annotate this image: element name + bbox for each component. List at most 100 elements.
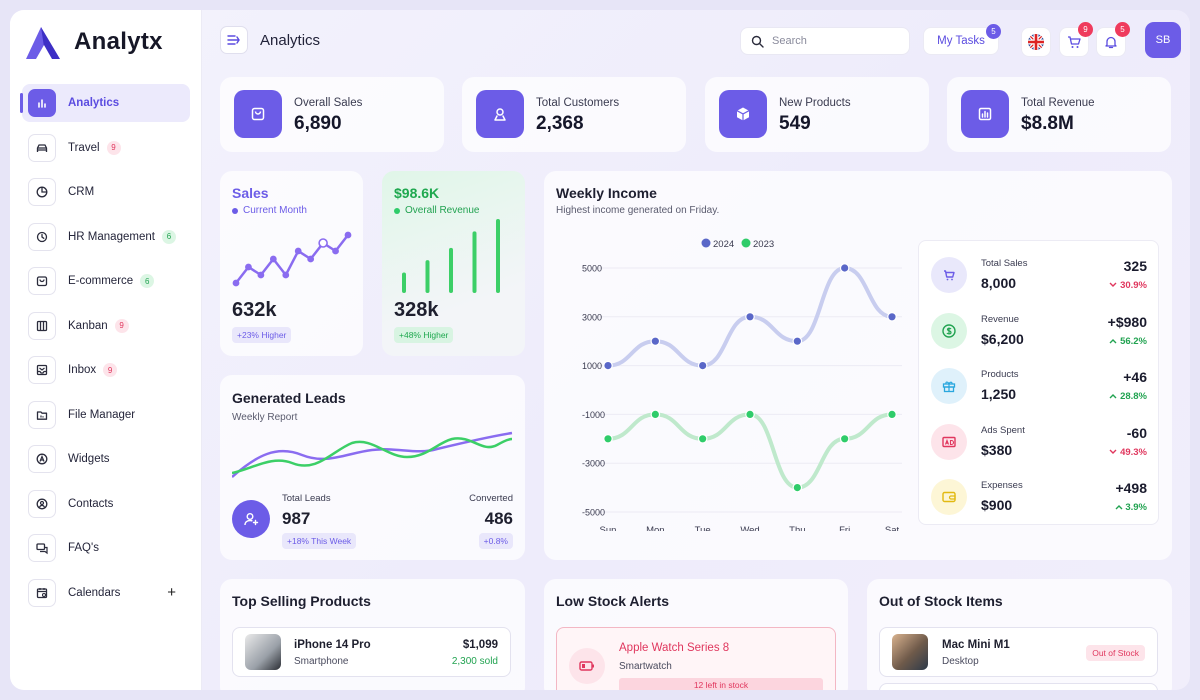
revenue-subtitle-text: Overall Revenue <box>405 205 480 216</box>
total-leads-pill: +18% This Week <box>282 533 357 549</box>
metric-percent-value: 28.8% <box>1120 391 1147 402</box>
metric-percent: 30.9% <box>1109 280 1147 291</box>
wallet-icon <box>931 479 967 515</box>
sidebar-item-label: File Manager <box>68 408 136 421</box>
metric-value: $900 <box>981 497 1013 513</box>
sales-subtitle: Current Month <box>232 205 307 216</box>
product-name: iPhone 14 Pro <box>294 639 371 651</box>
user-icon <box>476 90 524 138</box>
metric-percent-value: 3.9% <box>1125 502 1147 513</box>
revenue-title: $98.6K <box>394 185 440 201</box>
data-point-2023 <box>745 409 755 420</box>
sidebar-item-calendars[interactable]: Calendars + <box>22 574 190 612</box>
dot-icon <box>394 207 400 214</box>
sidebar-item-badge: 6 <box>140 274 155 288</box>
search-input[interactable] <box>772 35 892 47</box>
header: Analytics My Tasks 5 <box>220 22 1181 60</box>
sales-spark-line <box>235 234 349 284</box>
arrow-up-icon <box>1115 505 1123 510</box>
list-item[interactable]: Apple Watch Series 8 Smartwatch 12 left … <box>556 627 836 690</box>
stat-label: Total Revenue <box>1021 97 1095 109</box>
product-category: Smartphone <box>294 656 349 667</box>
data-point-2023 <box>603 434 613 444</box>
data-point-2023 <box>697 434 708 444</box>
car-icon <box>28 133 56 162</box>
sidebar-item-label: Widgets <box>68 453 110 465</box>
sidebar-item-crm[interactable]: CRM <box>22 173 190 211</box>
inbox-icon <box>28 356 56 384</box>
sidebar-item-e-commerce[interactable]: E-commerce 6 <box>22 262 190 300</box>
x-tick-label: Tue <box>695 525 711 531</box>
sidebar-item-faq-s[interactable]: FAQ's <box>22 529 190 567</box>
metric-label: Expenses <box>981 480 1023 491</box>
menu-toggle-button[interactable] <box>220 26 248 54</box>
data-point-2024 <box>603 360 613 371</box>
sales-spark-point <box>269 255 277 263</box>
y-tick-label: 1000 <box>582 361 602 371</box>
search-box[interactable] <box>740 27 910 55</box>
sidebar-item-label: HR Management <box>68 230 155 243</box>
sidebar-item-label: Contacts <box>68 497 114 510</box>
leads-title: Generated Leads <box>232 390 346 406</box>
sidebar-item-inbox[interactable]: Inbox 9 <box>22 351 190 389</box>
sidebar-item-widgets[interactable]: Widgets <box>22 440 190 478</box>
metric-label: Products <box>981 369 1019 380</box>
page-title: Analytics <box>260 32 321 49</box>
revenue-pill: +48% Higher <box>394 327 454 343</box>
language-button[interactable] <box>1021 27 1051 57</box>
series-line-2023 <box>606 412 894 490</box>
legend-label: 2024 <box>713 239 734 250</box>
add-calendar-button[interactable]: + <box>167 584 176 601</box>
revenue-bar-chart <box>402 219 500 293</box>
brand[interactable]: Analytx <box>22 22 163 62</box>
arrow-up-icon <box>1109 338 1117 343</box>
sidebar-item-analytics[interactable]: Analytics <box>20 84 190 122</box>
my-tasks-button[interactable]: My Tasks 5 <box>923 24 1001 55</box>
gift-icon <box>931 368 967 404</box>
stat-value: 6,890 <box>294 113 342 134</box>
sidebar-item-label: Kanban <box>68 319 108 332</box>
sidebar-item-badge: 9 <box>114 318 129 333</box>
x-tick-label: Mon <box>646 525 664 531</box>
metric-value: $6,200 <box>981 330 1024 347</box>
tasks-count-badge: 5 <box>986 24 1001 39</box>
sales-card: Sales Current Month 632k +23% Higher <box>220 171 363 356</box>
stat-card-new-products: New Products 549 <box>705 77 929 152</box>
sales-value: 632k <box>232 299 277 321</box>
sidebar-item-kanban[interactable]: Kanban 9 <box>22 307 190 345</box>
data-point-2024 <box>839 263 850 273</box>
metric-label: Revenue <box>981 313 1020 325</box>
sidebar-item-contacts[interactable]: Contacts <box>22 485 190 523</box>
sidebar-item-travel[interactable]: Travel 9 <box>22 129 190 167</box>
stat-card-overall-sales: Overall Sales 6,890 <box>220 77 444 152</box>
sales-spark-point <box>232 279 240 287</box>
metric-delta: 325 <box>1123 258 1147 274</box>
ad-icon <box>931 423 967 460</box>
sidebar-item-label: CRM <box>68 186 95 198</box>
list-item[interactable]: Mac Mini M1 Desktop Out of Stock <box>879 627 1158 677</box>
sidebar-item-hr-management[interactable]: HR Management 6 <box>22 218 190 256</box>
pie-icon <box>28 178 56 206</box>
stat-card-total-customers: Total Customers 2,368 <box>462 77 686 152</box>
product-sold: 2,300 sold <box>451 656 498 667</box>
stat-value: 549 <box>779 113 811 134</box>
sales-spark-point <box>282 271 290 279</box>
user-avatar[interactable]: SB <box>1145 22 1181 58</box>
generated-leads-card: Generated Leads Weekly Report Total Lead… <box>220 375 525 560</box>
leads-line-total <box>232 431 513 478</box>
weekly-income-chart: 2024 2023 5000 3000 1000 -1000 -3000 -5000 Sun Mo… <box>582 238 902 531</box>
cart-button[interactable]: 9 <box>1059 22 1093 57</box>
bell-icon <box>1105 36 1117 49</box>
list-item[interactable] <box>879 683 1158 690</box>
cart-count-badge: 9 <box>1078 22 1093 37</box>
arrow-up-icon <box>1109 394 1117 399</box>
data-point-2023 <box>650 409 661 420</box>
sidebar-item-label: Analytics <box>68 97 120 109</box>
list-item[interactable]: iPhone 14 Pro Smartphone $1,099 2,300 so… <box>232 627 511 677</box>
metric-percent: 49.3% <box>1109 447 1147 458</box>
sidebar-item-file-manager[interactable]: File Manager <box>22 396 190 434</box>
sidebar-item-label: E-commerce <box>68 275 134 287</box>
notifications-button[interactable]: 5 <box>1096 22 1130 57</box>
sidebar-item-badge: 9 <box>103 363 118 377</box>
top-selling-title: Top Selling Products <box>232 593 371 609</box>
